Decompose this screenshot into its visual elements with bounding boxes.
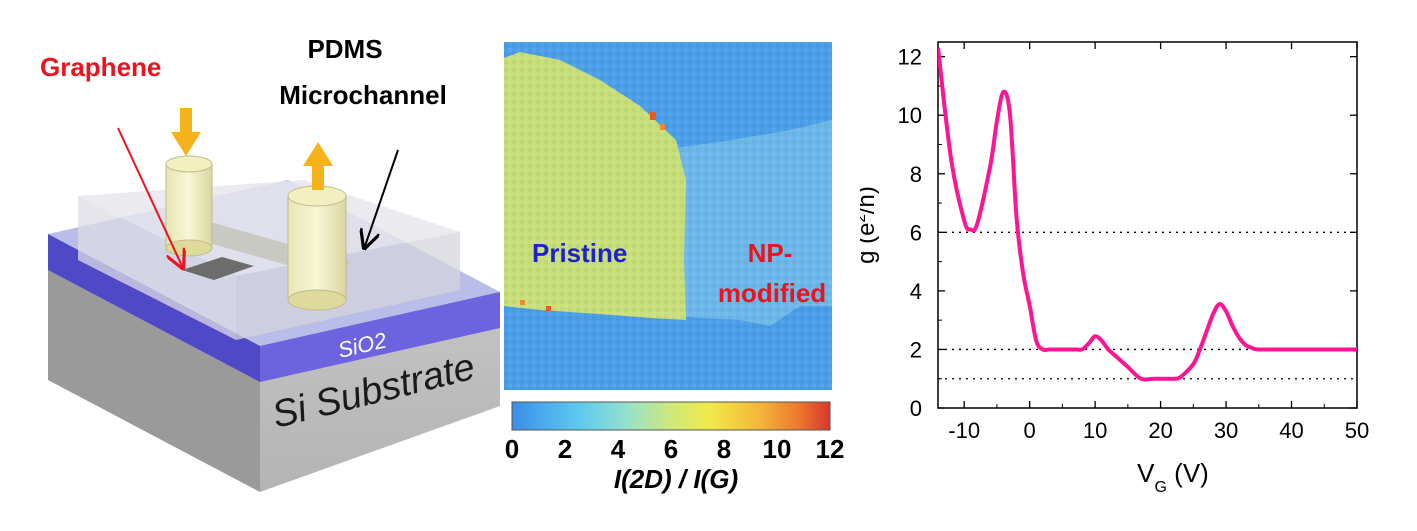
pdms-pointer-arrow: [365, 149, 399, 246]
si-substrate-side: [260, 296, 500, 492]
x-tick-label: 10: [1083, 418, 1107, 443]
colorbar: [511, 401, 831, 431]
inflow-arrow: [171, 108, 201, 156]
colorbar-tick-label: 4: [611, 434, 626, 464]
raman-map-panel: Pristine NP- modified 0 2 4 6 8 10 12 I(2D) / …: [500, 0, 860, 531]
inlet-cylinder: [165, 155, 213, 257]
sio2-layer-side: [260, 292, 500, 382]
raman-map: Pristine NP- modified 0 2 4 6 8 10 12 I(2D) / …: [504, 42, 845, 494]
colorbar-tick-label: 6: [664, 434, 678, 464]
pdms-block-front: [78, 196, 236, 340]
graphene-pointer-arrow: [117, 127, 182, 266]
graphene-flake: [182, 257, 254, 280]
colorbar-tick-label: 8: [717, 434, 731, 464]
colorbar-tick-label: 0: [505, 434, 519, 464]
plot-frame: [937, 41, 1358, 409]
pdms-label-line1: PDMS: [307, 34, 382, 64]
y-tick-label: 6: [910, 220, 922, 245]
colorbar-tick-label: 10: [763, 434, 792, 464]
y-tick-label: 8: [910, 162, 922, 187]
x-tick-label: 30: [1214, 418, 1238, 443]
colorbar-tick-label: 2: [558, 434, 572, 464]
colorbar-title: I(2D) / I(G): [614, 464, 738, 494]
y-tick-label: 2: [910, 337, 922, 362]
conductance-chart-panel: -10 0 10 20 30 40 50 0 2 4 6 8 10 12 g (e2/h) VG (V): [860, 0, 1417, 531]
x-tick-label: 20: [1148, 418, 1172, 443]
x-tick-label: 50: [1345, 418, 1369, 443]
x-tick-label: -10: [948, 418, 980, 443]
y-tick-label: 4: [910, 279, 922, 304]
pdms-label-line2: Microchannel: [279, 80, 447, 110]
np-label-line2: modified: [718, 278, 826, 308]
x-tick-label: 40: [1279, 418, 1303, 443]
y-tick-label: 10: [898, 103, 922, 128]
x-axis-label: VG (V): [1137, 458, 1209, 496]
pdms-block-side: [236, 232, 460, 340]
conductance-series-line: [938, 47, 1357, 382]
y-tick-label: 12: [898, 45, 922, 70]
conductance-chart: -10 0 10 20 30 40 50 0 2 4 6 8 10 12 g (e2/h) VG (V): [860, 41, 1369, 496]
outflow-arrow: [303, 142, 333, 190]
y-tick-label: 0: [910, 396, 922, 421]
x-tick-label: 0: [1024, 418, 1036, 443]
colorbar-tick-label: 12: [816, 434, 845, 464]
graphene-label: Graphene: [40, 52, 161, 82]
device-schematic-panel: Graphene PDMS Microchannel SiO2 Si Subst…: [0, 0, 500, 531]
y-axis-label: g (e2/h): [860, 186, 880, 264]
si-substrate-front: [48, 270, 260, 492]
pristine-label: Pristine: [532, 238, 627, 268]
device-schematic: Graphene PDMS Microchannel SiO2 Si Subst…: [40, 34, 500, 492]
colorbar-ticks: 0 2 4 6 8 10 12: [505, 434, 845, 464]
np-label-line1: NP-: [748, 238, 793, 268]
outlet-cylinder: [287, 185, 347, 311]
